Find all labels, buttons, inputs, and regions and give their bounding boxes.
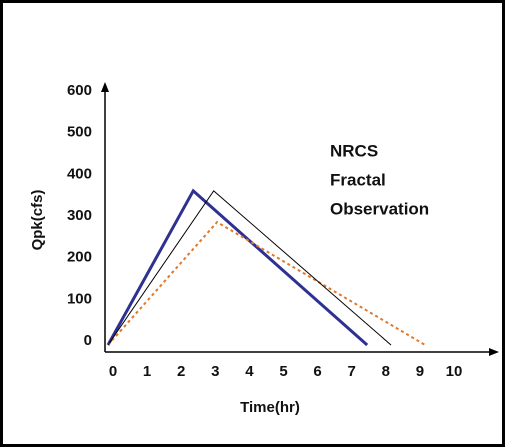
x-tick-label: 9 — [416, 363, 424, 380]
y-tick-label: 500 — [67, 124, 92, 141]
y-tick-label: 300 — [67, 207, 92, 224]
series-line — [106, 188, 369, 347]
x-axis-label: Time(hr) — [240, 399, 300, 416]
y-tick-label: 600 — [67, 82, 92, 99]
x-tick-label: 6 — [313, 363, 321, 380]
y-tick-label: 400 — [67, 165, 92, 182]
x-tick-label: 0 — [109, 363, 117, 380]
x-tick-label: 10 — [446, 363, 463, 380]
x-tick-label: 7 — [348, 363, 356, 380]
x-tick-label: 3 — [211, 363, 219, 380]
series-line — [107, 220, 426, 346]
legend-label: Fractal — [330, 170, 386, 189]
y-tick-label: 100 — [67, 290, 92, 307]
y-axis-label: Qpk(cfs) — [29, 190, 46, 251]
x-tick-label: 5 — [279, 363, 287, 380]
x-tick-label: 4 — [245, 363, 254, 380]
series-line — [107, 190, 392, 346]
x-tick-label: 2 — [177, 363, 185, 380]
legend-label: Observation — [330, 199, 429, 218]
x-tick-label: 1 — [143, 363, 151, 380]
y-arrow — [101, 82, 109, 92]
legend-label: NRCS — [330, 141, 378, 160]
y-tick-label: 200 — [67, 249, 92, 266]
y-tick-label: 0 — [84, 332, 92, 349]
x-arrow — [489, 348, 499, 356]
x-tick-label: 8 — [382, 363, 390, 380]
